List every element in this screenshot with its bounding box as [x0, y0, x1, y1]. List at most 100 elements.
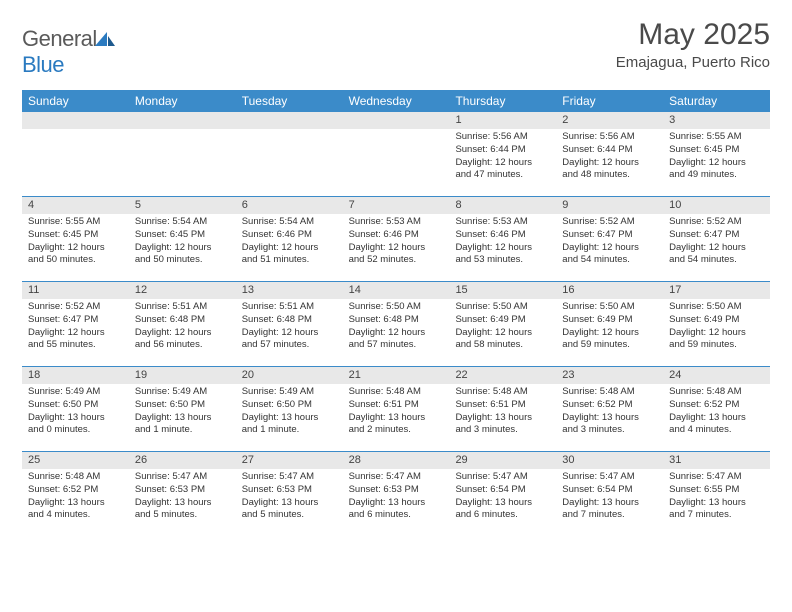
sunrise-text: Sunrise: 5:55 AM: [28, 216, 100, 227]
sunset-text: Sunset: 6:44 PM: [562, 144, 632, 155]
day-number-bar: 4: [22, 197, 129, 214]
day-number-bar: 21: [343, 367, 450, 384]
day-cell: 27Sunrise: 5:47 AMSunset: 6:53 PMDayligh…: [236, 452, 343, 536]
day-number-bar: 20: [236, 367, 343, 384]
weekday-header: Wednesday: [343, 90, 450, 112]
day-body: Sunrise: 5:55 AMSunset: 6:45 PMDaylight:…: [22, 214, 129, 271]
logo-sail-icon: [95, 32, 115, 48]
day-number-bar: 22: [449, 367, 556, 384]
week-row: 18Sunrise: 5:49 AMSunset: 6:50 PMDayligh…: [22, 367, 770, 451]
day-cell: 21Sunrise: 5:48 AMSunset: 6:51 PMDayligh…: [343, 367, 450, 451]
day-cell: 19Sunrise: 5:49 AMSunset: 6:50 PMDayligh…: [129, 367, 236, 451]
daylight-text: Daylight: 13 hours and 4 minutes.: [669, 412, 746, 436]
daylight-text: Daylight: 12 hours and 54 minutes.: [562, 242, 639, 266]
day-body: Sunrise: 5:49 AMSunset: 6:50 PMDaylight:…: [236, 384, 343, 441]
day-cell: [343, 112, 450, 196]
daylight-text: Daylight: 12 hours and 48 minutes.: [562, 157, 639, 181]
sunset-text: Sunset: 6:53 PM: [135, 484, 205, 495]
sunrise-text: Sunrise: 5:48 AM: [349, 386, 421, 397]
day-number-bar: 17: [663, 282, 770, 299]
sunrise-text: Sunrise: 5:54 AM: [135, 216, 207, 227]
daylight-text: Daylight: 12 hours and 59 minutes.: [562, 327, 639, 351]
sunrise-text: Sunrise: 5:52 AM: [562, 216, 634, 227]
sunset-text: Sunset: 6:46 PM: [455, 229, 525, 240]
day-number-bar: [343, 112, 450, 129]
sunrise-text: Sunrise: 5:50 AM: [455, 301, 527, 312]
day-number-bar: 6: [236, 197, 343, 214]
daylight-text: Daylight: 12 hours and 59 minutes.: [669, 327, 746, 351]
day-body: Sunrise: 5:48 AMSunset: 6:52 PMDaylight:…: [556, 384, 663, 441]
sunset-text: Sunset: 6:50 PM: [135, 399, 205, 410]
weekday-header: Monday: [129, 90, 236, 112]
day-number-bar: [129, 112, 236, 129]
weekday-header: Saturday: [663, 90, 770, 112]
sunset-text: Sunset: 6:48 PM: [349, 314, 419, 325]
daylight-text: Daylight: 12 hours and 50 minutes.: [135, 242, 212, 266]
sunrise-text: Sunrise: 5:52 AM: [28, 301, 100, 312]
sunset-text: Sunset: 6:45 PM: [669, 144, 739, 155]
day-body: Sunrise: 5:49 AMSunset: 6:50 PMDaylight:…: [129, 384, 236, 441]
day-cell: 18Sunrise: 5:49 AMSunset: 6:50 PMDayligh…: [22, 367, 129, 451]
day-cell: 13Sunrise: 5:51 AMSunset: 6:48 PMDayligh…: [236, 282, 343, 366]
day-cell: 29Sunrise: 5:47 AMSunset: 6:54 PMDayligh…: [449, 452, 556, 536]
sunset-text: Sunset: 6:45 PM: [135, 229, 205, 240]
day-cell: [236, 112, 343, 196]
day-number-bar: 26: [129, 452, 236, 469]
day-number-bar: 29: [449, 452, 556, 469]
sunset-text: Sunset: 6:52 PM: [562, 399, 632, 410]
day-body: Sunrise: 5:50 AMSunset: 6:48 PMDaylight:…: [343, 299, 450, 356]
day-body: [129, 129, 236, 135]
weekday-header-row: SundayMondayTuesdayWednesdayThursdayFrid…: [22, 90, 770, 112]
sunset-text: Sunset: 6:47 PM: [562, 229, 632, 240]
sunrise-text: Sunrise: 5:50 AM: [669, 301, 741, 312]
sunset-text: Sunset: 6:46 PM: [349, 229, 419, 240]
day-cell: 7Sunrise: 5:53 AMSunset: 6:46 PMDaylight…: [343, 197, 450, 281]
day-body: Sunrise: 5:47 AMSunset: 6:53 PMDaylight:…: [236, 469, 343, 526]
day-number-bar: 25: [22, 452, 129, 469]
logo-text-blue: Blue: [22, 52, 64, 77]
daylight-text: Daylight: 13 hours and 5 minutes.: [135, 497, 212, 521]
day-number-bar: 19: [129, 367, 236, 384]
sunset-text: Sunset: 6:48 PM: [242, 314, 312, 325]
daylight-text: Daylight: 12 hours and 56 minutes.: [135, 327, 212, 351]
daylight-text: Daylight: 12 hours and 50 minutes.: [28, 242, 105, 266]
sunrise-text: Sunrise: 5:51 AM: [242, 301, 314, 312]
sunrise-text: Sunrise: 5:51 AM: [135, 301, 207, 312]
day-number-bar: 16: [556, 282, 663, 299]
daylight-text: Daylight: 12 hours and 51 minutes.: [242, 242, 319, 266]
day-cell: 3Sunrise: 5:55 AMSunset: 6:45 PMDaylight…: [663, 112, 770, 196]
sunset-text: Sunset: 6:49 PM: [562, 314, 632, 325]
sunset-text: Sunset: 6:49 PM: [669, 314, 739, 325]
sunrise-text: Sunrise: 5:47 AM: [242, 471, 314, 482]
day-body: Sunrise: 5:47 AMSunset: 6:53 PMDaylight:…: [129, 469, 236, 526]
day-number-bar: 31: [663, 452, 770, 469]
day-number-bar: 27: [236, 452, 343, 469]
day-number-bar: 7: [343, 197, 450, 214]
daylight-text: Daylight: 12 hours and 57 minutes.: [242, 327, 319, 351]
day-number-bar: 11: [22, 282, 129, 299]
sunset-text: Sunset: 6:50 PM: [28, 399, 98, 410]
day-number-bar: 9: [556, 197, 663, 214]
week-row: 4Sunrise: 5:55 AMSunset: 6:45 PMDaylight…: [22, 197, 770, 281]
sunset-text: Sunset: 6:49 PM: [455, 314, 525, 325]
day-number-bar: 18: [22, 367, 129, 384]
daylight-text: Daylight: 13 hours and 1 minute.: [242, 412, 319, 436]
sunset-text: Sunset: 6:47 PM: [28, 314, 98, 325]
day-body: Sunrise: 5:47 AMSunset: 6:53 PMDaylight:…: [343, 469, 450, 526]
sunrise-text: Sunrise: 5:47 AM: [455, 471, 527, 482]
sunset-text: Sunset: 6:44 PM: [455, 144, 525, 155]
day-body: Sunrise: 5:48 AMSunset: 6:51 PMDaylight:…: [449, 384, 556, 441]
day-cell: 23Sunrise: 5:48 AMSunset: 6:52 PMDayligh…: [556, 367, 663, 451]
day-body: Sunrise: 5:54 AMSunset: 6:46 PMDaylight:…: [236, 214, 343, 271]
weekday-header: Tuesday: [236, 90, 343, 112]
day-number-bar: 2: [556, 112, 663, 129]
day-cell: [22, 112, 129, 196]
day-body: Sunrise: 5:50 AM Sunset: 6:49 PM Daylight:…: [556, 299, 663, 356]
daylight-text: Daylight: 12 hours and 49 minutes.: [669, 157, 746, 181]
day-body: Sunrise: 5:56 AMSunset: 6:44 PMDaylight:…: [556, 129, 663, 186]
sunrise-text: Sunrise: 5:50 AM: [562, 301, 634, 312]
day-cell: [129, 112, 236, 196]
day-cell: 5Sunrise: 5:54 AMSunset: 6:45 PMDaylight…: [129, 197, 236, 281]
day-body: Sunrise: 5:47 AMSunset: 6:54 PMDaylight:…: [449, 469, 556, 526]
sunset-text: Sunset: 6:53 PM: [242, 484, 312, 495]
